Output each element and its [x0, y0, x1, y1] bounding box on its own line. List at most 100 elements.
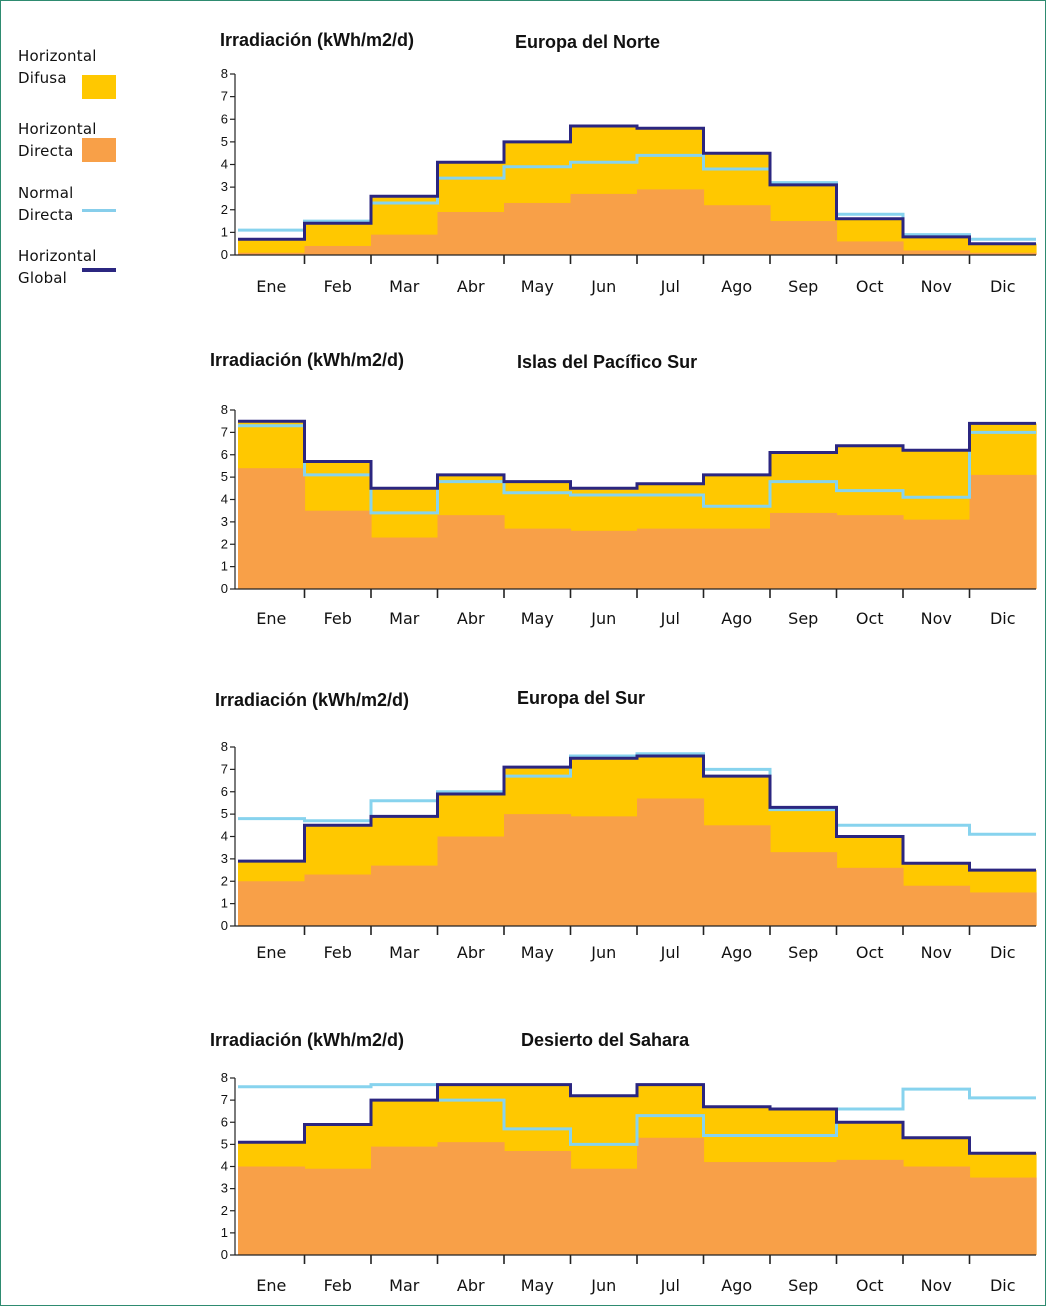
x-tick-label-nov: Nov — [921, 1276, 952, 1295]
x-tick-label-sep: Sep — [788, 1276, 818, 1295]
directa-bar-ene — [238, 1166, 306, 1255]
x-tick-label-may: May — [521, 943, 554, 962]
chart-title: Europa del Sur — [517, 688, 646, 708]
x-tick-label-oct: Oct — [856, 609, 884, 628]
y-tick-label-0: 0 — [221, 581, 228, 596]
y-tick-label-3: 3 — [221, 514, 228, 529]
x-tick-label-feb: Feb — [324, 609, 352, 628]
directa-bar-mar — [371, 865, 439, 926]
legend-label-normal-directa: Normal Directa — [18, 184, 74, 224]
x-tick-label-dic: Dic — [990, 1276, 1016, 1295]
directa-bar-jun — [570, 530, 638, 589]
y-axis-title: Irradiación (kWh/m2/d) — [210, 350, 405, 370]
directa-bar-may — [504, 528, 572, 589]
directa-bar-sep — [770, 1162, 838, 1255]
y-tick-label-6: 6 — [221, 784, 228, 799]
x-tick-label-may: May — [521, 609, 554, 628]
directa-bar-oct — [836, 241, 904, 255]
y-tick-label-8: 8 — [221, 66, 228, 81]
plot-area: 0 1 2 3 4 5 6 7 8 Ene Feb Mar Abr May Jun Jul Ago Sep Oct N… — [221, 739, 1037, 962]
x-tick-label-sep: Sep — [788, 943, 818, 962]
plot-area: 0 1 2 3 4 5 6 7 8 Ene Feb Mar Abr May Jun Jul Ago Sep Oct N… — [221, 1070, 1037, 1295]
x-tick-label-mar: Mar — [389, 277, 420, 296]
directa-bar-oct — [836, 515, 904, 589]
x-tick-label-oct: Oct — [856, 1276, 884, 1295]
chart-title: Desierto del Sahara — [521, 1030, 690, 1050]
y-tick-label-3: 3 — [221, 1181, 228, 1196]
directa-bar-jul — [637, 189, 705, 255]
directa-bar-feb — [304, 1168, 372, 1255]
y-tick-label-5: 5 — [221, 1136, 228, 1151]
x-tick-label-mar: Mar — [389, 1276, 420, 1295]
y-tick-label-1: 1 — [221, 559, 228, 574]
legend-label-horizontal-directa: Horizontal Directa — [18, 120, 97, 160]
plot-area: 0 1 2 3 4 5 6 7 8 Ene Feb Mar Abr May Jun Jul Ago Sep Oct N… — [221, 66, 1037, 296]
y-tick-label-8: 8 — [221, 402, 228, 417]
x-tick-label-dic: Dic — [990, 943, 1016, 962]
x-tick-label-abr: Abr — [457, 609, 485, 628]
horizontal-global-line — [238, 1083, 1036, 1155]
y-tick-label-5: 5 — [221, 469, 228, 484]
directa-bar-ago — [703, 1162, 771, 1255]
x-tick-label-jul: Jul — [660, 609, 680, 628]
directa-bar-ago — [703, 825, 771, 926]
normal-directa-line — [238, 1083, 1036, 1146]
normal-directa-line — [238, 424, 1036, 515]
chart-title: Europa del Norte — [515, 32, 661, 52]
directa-bar-abr — [437, 515, 505, 589]
y-axis-title: Irradiación (kWh/m2/d) — [210, 1030, 405, 1050]
y-tick-label-2: 2 — [221, 1203, 228, 1218]
directa-bar-sep — [770, 221, 838, 255]
y-tick-label-4: 4 — [221, 1159, 228, 1174]
x-tick-label-jul: Jul — [660, 1276, 680, 1295]
directa-bar-jul — [637, 1137, 705, 1255]
legend-swatch-horizontal-difusa — [82, 75, 116, 99]
chart-title: Islas del Pacífico Sur — [517, 352, 698, 372]
y-tick-label-0: 0 — [221, 1247, 228, 1262]
y-tick-label-4: 4 — [221, 492, 228, 507]
x-tick-label-jun: Jun — [590, 609, 616, 628]
y-tick-label-8: 8 — [221, 1070, 228, 1085]
legend-swatch-normal-directa — [82, 209, 116, 212]
y-tick-label-3: 3 — [221, 851, 228, 866]
x-tick-label-ene: Ene — [256, 277, 286, 296]
x-tick-label-nov: Nov — [921, 609, 952, 628]
directa-bar-abr — [437, 1142, 505, 1255]
x-tick-label-dic: Dic — [990, 609, 1016, 628]
x-tick-label-mar: Mar — [389, 943, 420, 962]
directa-bar-jun — [570, 193, 638, 255]
horizontal-global-line — [238, 124, 1036, 246]
directa-bar-may — [504, 814, 572, 926]
directa-bar-dic — [969, 1177, 1037, 1255]
x-tick-label-ago: Ago — [721, 609, 752, 628]
x-tick-label-jun: Jun — [590, 943, 616, 962]
plot-area: 0 1 2 3 4 5 6 7 8 Ene Feb Mar Abr May Jun Jul Ago Sep Oct N… — [221, 402, 1037, 628]
y-tick-label-7: 7 — [221, 89, 228, 104]
x-tick-label-oct: Oct — [856, 943, 884, 962]
y-tick-label-8: 8 — [221, 739, 228, 754]
directa-bar-jun — [570, 1168, 638, 1255]
x-tick-label-may: May — [521, 1276, 554, 1295]
x-tick-label-ago: Ago — [721, 1276, 752, 1295]
directa-bar-ago — [703, 205, 771, 255]
x-tick-label-nov: Nov — [921, 943, 952, 962]
x-tick-label-ene: Ene — [256, 609, 286, 628]
directa-bar-mar — [371, 1146, 439, 1255]
legend-label-horizontal-global: Horizontal Global — [18, 247, 97, 287]
x-tick-label-ago: Ago — [721, 277, 752, 296]
y-tick-label-4: 4 — [221, 829, 228, 844]
x-tick-label-jul: Jul — [660, 943, 680, 962]
y-tick-label-2: 2 — [221, 202, 228, 217]
y-tick-label-7: 7 — [221, 424, 228, 439]
y-tick-label-1: 1 — [221, 224, 228, 239]
y-tick-label-6: 6 — [221, 111, 228, 126]
y-tick-label-7: 7 — [221, 1092, 228, 1107]
y-tick-label-7: 7 — [221, 761, 228, 776]
x-tick-label-ago: Ago — [721, 943, 752, 962]
x-tick-label-nov: Nov — [921, 277, 952, 296]
directa-bar-nov — [903, 250, 971, 255]
y-tick-label-2: 2 — [221, 536, 228, 551]
legend-swatch-horizontal-directa — [82, 138, 116, 162]
y-tick-label-1: 1 — [221, 1225, 228, 1240]
directa-bar-may — [504, 1151, 572, 1255]
